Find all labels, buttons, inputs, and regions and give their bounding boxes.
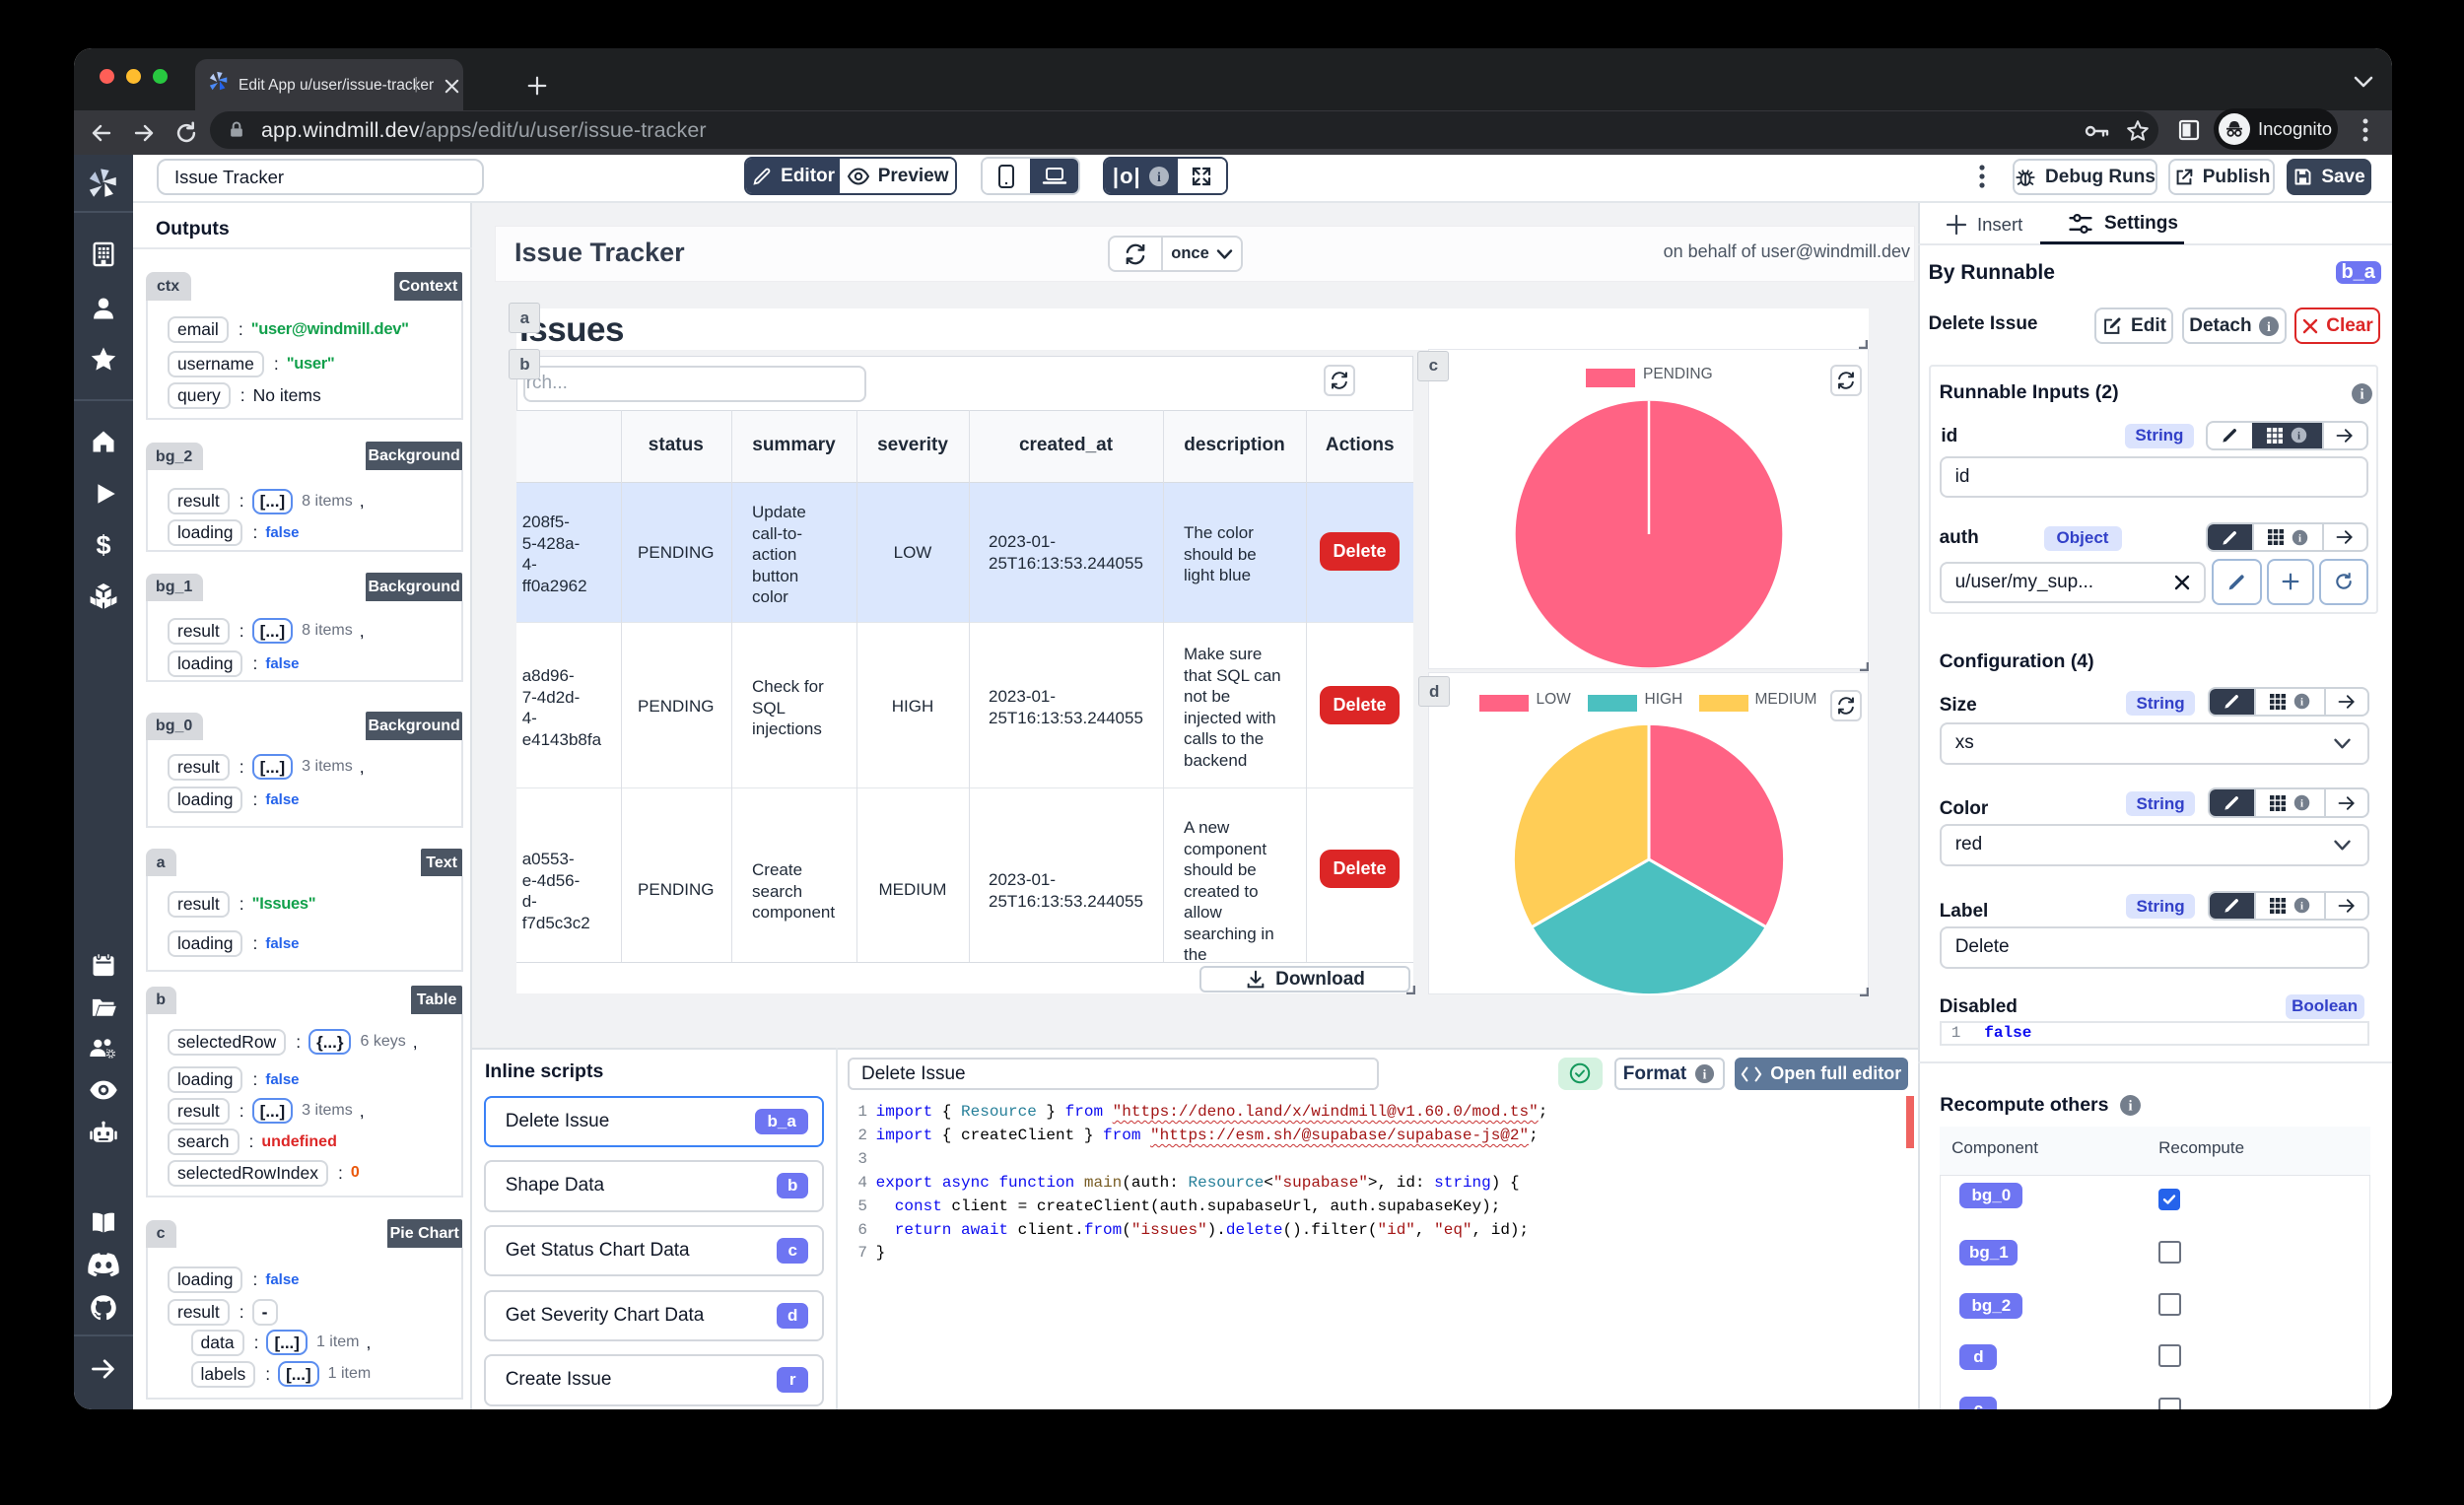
svg-text:i: i bbox=[2300, 697, 2303, 709]
svg-text:i: i bbox=[2360, 387, 2363, 403]
svg-text:i: i bbox=[2297, 431, 2300, 443]
svg-text:i: i bbox=[2298, 532, 2301, 544]
svg-text:i: i bbox=[1157, 171, 1161, 185]
svg-text:i: i bbox=[2267, 320, 2271, 335]
svg-text:i: i bbox=[2128, 1099, 2132, 1115]
svg-text:i: i bbox=[1703, 1066, 1707, 1081]
svg-text:i: i bbox=[2300, 798, 2303, 810]
svg-text:i: i bbox=[2300, 901, 2303, 913]
